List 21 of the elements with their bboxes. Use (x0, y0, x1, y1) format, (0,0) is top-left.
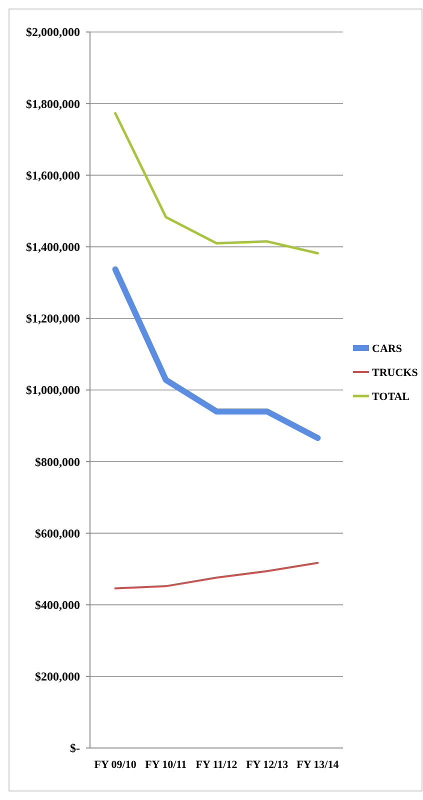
y-tick-label: $1,400,000 (26, 240, 80, 254)
legend-label: TRUCKS (372, 366, 418, 379)
x-tick-label: FY 11/12 (196, 759, 238, 771)
y-tick-label: $400,000 (35, 598, 80, 612)
y-tick-label: $1,200,000 (26, 312, 80, 326)
y-tick-label: $800,000 (35, 454, 80, 469)
y-tick-label: $1,600,000 (26, 168, 80, 182)
y-tick-label: $600,000 (35, 526, 80, 540)
y-tick-label: $1,800,000 (26, 96, 80, 111)
x-tick-label: FY 13/14 (296, 759, 340, 771)
x-tick-label: FY 10/11 (145, 759, 187, 771)
y-tick-label: $1,000,000 (26, 383, 80, 398)
legend-label: CARS (372, 342, 402, 355)
x-tick-label: FY 12/13 (246, 759, 289, 771)
line-series (114, 112, 319, 254)
y-tick-label: $- (70, 741, 80, 756)
line-series (114, 562, 319, 590)
legend-label: TOTAL (372, 390, 410, 403)
y-tick-label: $200,000 (35, 670, 80, 684)
x-tick-label: FY 09/10 (94, 759, 137, 771)
y-tick-label: $2,000,000 (26, 25, 80, 40)
